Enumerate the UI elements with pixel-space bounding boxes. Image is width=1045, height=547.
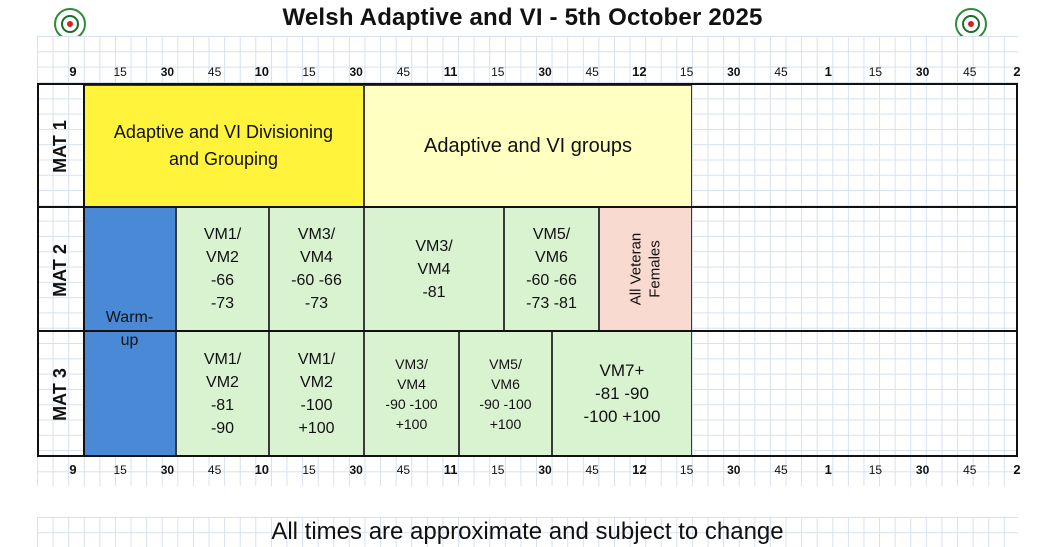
time-tick-label: 45 [396, 65, 411, 79]
time-tick-label: 30 [349, 65, 363, 79]
schedule-block-groups: Adaptive and VI groups [364, 85, 692, 207]
time-tick-label: 45 [396, 463, 411, 477]
schedule-block: VM5/ VM6 -90 -100 +100 [459, 331, 552, 456]
schedule-block-divisioning: Adaptive and VI Divisioning and Grouping [83, 85, 364, 207]
footer-note: All times are approximate and subject to… [271, 518, 784, 545]
time-tick-label: 9 [69, 462, 77, 477]
row-divider [37, 206, 1018, 208]
schedule-block: VM3/ VM4 -81 [364, 207, 504, 331]
footer-box: All times are approximate and subject to… [37, 517, 1018, 547]
time-axis-bottom: 9 15 30 45 10 15 30 45 11 15 30 45 12 15 30 45 1 15 30 45 2 [0, 460, 1045, 480]
time-tick-label: 2 [1013, 64, 1021, 79]
schedule-block: VM1/ VM2 -81 -90 [176, 331, 269, 456]
time-tick-label: 15 [491, 65, 505, 79]
time-tick-label: 11 [443, 462, 458, 477]
time-tick-label: 30 [727, 463, 741, 477]
time-tick-label: 15 [868, 463, 883, 477]
time-axis-top: 9 15 30 45 10 15 30 45 11 15 30 45 12 15 30 45 1 15 30 45 2 [0, 62, 1045, 82]
time-tick-label: 15 [113, 65, 127, 79]
time-tick-label: 12 [632, 462, 647, 477]
time-tick-label: 45 [774, 65, 788, 79]
time-tick-label: 45 [207, 65, 222, 79]
time-tick-label: 45 [585, 65, 599, 79]
time-tick-label: 15 [491, 463, 505, 477]
time-tick-label: 30 [915, 65, 930, 79]
time-tick-label: 2 [1013, 462, 1021, 477]
time-tick-label: 1 [824, 462, 832, 477]
time-tick-label: 45 [774, 463, 788, 477]
time-tick-label: 15 [302, 463, 316, 477]
header-grid [37, 36, 1018, 84]
time-tick-label: 30 [160, 65, 175, 79]
time-tick-label: 1 [824, 64, 832, 79]
schedule-block: VM7+ -81 -90 -100 +100 [552, 331, 692, 456]
time-tick-label: 10 [254, 462, 270, 477]
time-tick-label: 9 [69, 64, 77, 79]
time-tick-label: 15 [679, 463, 694, 477]
time-tick-label: 12 [632, 64, 647, 79]
time-tick-label: 15 [302, 65, 316, 79]
time-tick-label: 30 [727, 65, 741, 79]
time-tick-label: 30 [160, 463, 175, 477]
schedule-block: VM3/ VM4 -90 -100 +100 [364, 331, 459, 456]
schedule-block: VM3/ VM4 -60 -66 -73 [269, 207, 364, 331]
club-emblem-icon [54, 8, 86, 40]
time-tick-label: 10 [254, 64, 270, 79]
time-tick-label: 15 [868, 65, 883, 79]
time-tick-label: 30 [349, 463, 363, 477]
club-emblem-icon [955, 8, 987, 40]
schedule-table-border [37, 83, 1018, 457]
time-tick-label: 45 [585, 463, 599, 477]
time-tick-label: 45 [207, 463, 222, 477]
time-tick-label: 15 [679, 65, 694, 79]
schedule-block-veteran-females: All Veteran Females [599, 207, 692, 331]
time-tick-label: 45 [963, 65, 977, 79]
footer-grid [37, 456, 1018, 486]
row-divider [37, 330, 1018, 332]
time-tick-label: 30 [538, 463, 552, 477]
schedule-block: VM1/ VM2 -100 +100 [269, 331, 364, 456]
time-tick-label: 11 [443, 64, 458, 79]
time-tick-label: 15 [113, 463, 127, 477]
time-tick-label: 45 [963, 463, 977, 477]
column-divider [83, 83, 85, 457]
time-tick-label: 30 [915, 463, 930, 477]
page-title: Welsh Adaptive and VI - 5th October 2025 [282, 4, 763, 31]
time-tick-label: 30 [538, 65, 552, 79]
